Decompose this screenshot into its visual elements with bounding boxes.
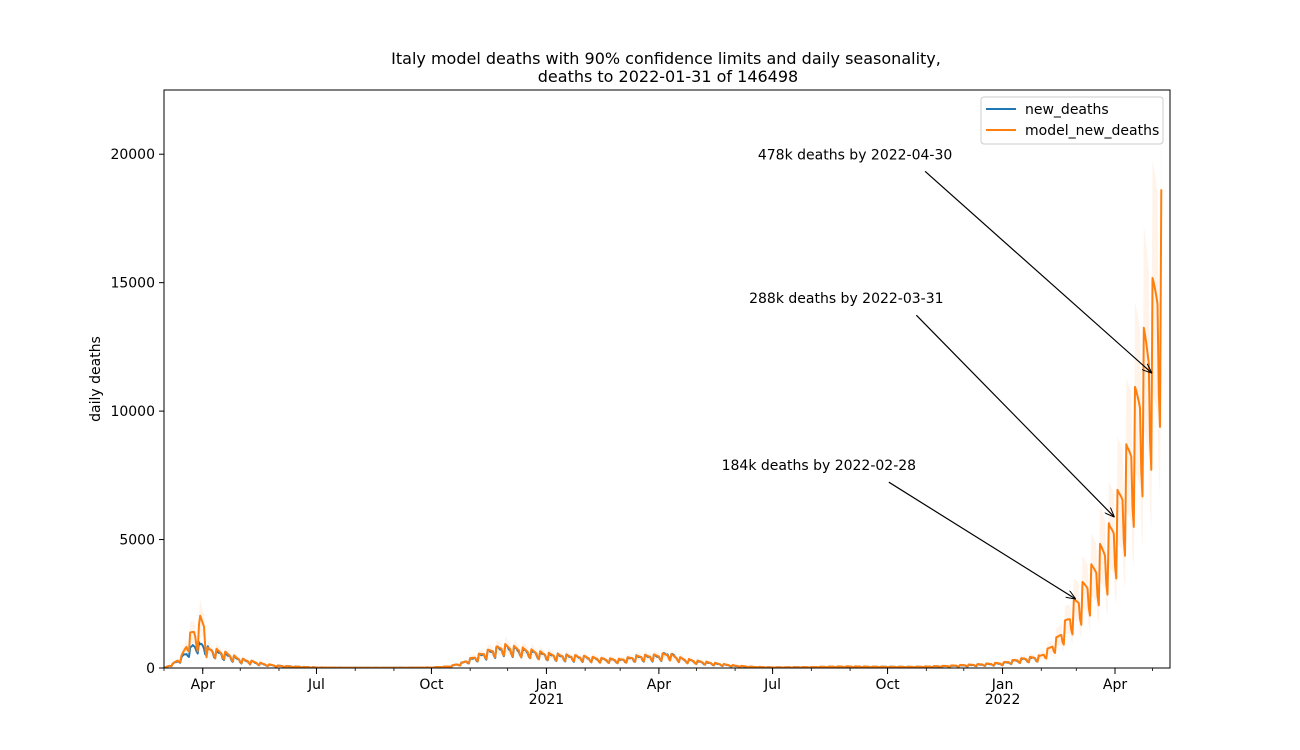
chart-subtitle: deaths to 2022-01-31 of 146498 [538,67,798,86]
y-tick-label: 10000 [110,404,155,420]
x-tick-label: Oct [419,677,444,693]
x-tick-label: Apr [1103,677,1127,693]
y-axis: 0 5000 10000 15000 20000 [110,147,164,677]
x-tick-label: Apr [647,677,671,693]
series-line-model-new-deaths [164,189,1163,668]
x-tick-label: Oct [875,677,900,693]
x-tick-label: Jul [307,677,325,693]
y-axis-label: daily deaths [88,336,104,422]
x-tick-label: Jan [535,677,558,693]
annotation-arrow [915,314,1113,516]
annotations: 478k deaths by 2022-04-30 288k deaths by … [722,147,1152,598]
x-tick-label: Apr [191,677,215,693]
plot-frame [163,89,1171,669]
legend-label-model-new-deaths: model_new_deaths [1025,123,1159,139]
chart-title: Italy model deaths with 90% confidence l… [391,49,941,68]
series-lines [164,189,1163,668]
x-year-label: 2022 [985,692,1021,708]
x-tick-label: Jul [763,677,781,693]
annotation-arrow [888,481,1075,598]
x-tick-label: Jan [991,677,1014,693]
legend: new_deaths model_new_deaths [980,96,1164,145]
annotation-label: 184k deaths by 2022-02-28 [722,458,916,474]
legend-box [980,96,1164,145]
legend-label-new-deaths: new_deaths [1025,102,1109,118]
x-year-label: 2021 [529,692,565,708]
y-tick-label: 5000 [119,533,155,549]
annotation-arrow [924,170,1151,372]
y-tick-label: 0 [146,661,155,677]
annotation-label: 478k deaths by 2022-04-30 [758,147,952,163]
y-tick-label: 20000 [110,147,155,163]
y-tick-label: 15000 [110,276,155,292]
annotation-label: 288k deaths by 2022-03-31 [749,291,943,307]
